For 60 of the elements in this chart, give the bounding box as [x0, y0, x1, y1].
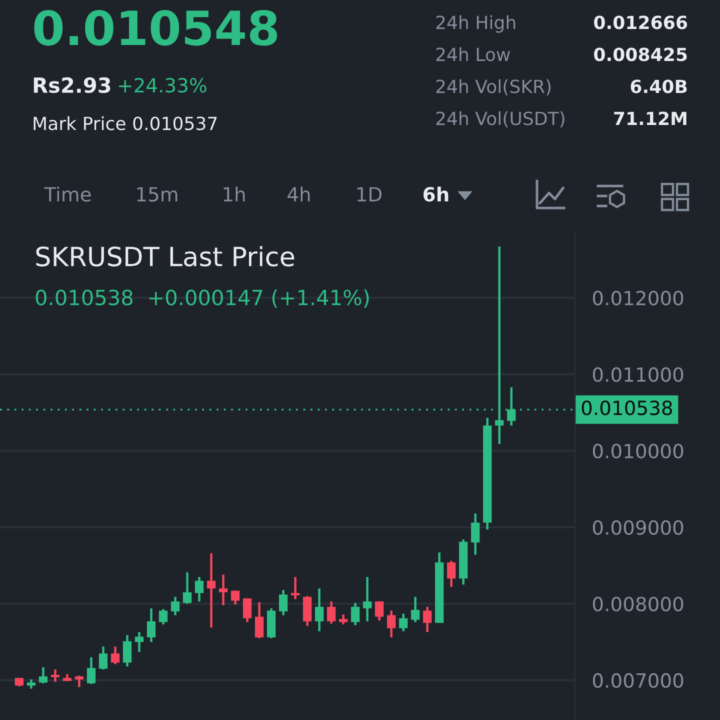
candlestick — [399, 612, 408, 632]
text: 24h Vol(USDT) — [436, 111, 564, 128]
candlestick — [194, 576, 204, 603]
candlestick — [110, 645, 120, 666]
candlestick — [206, 552, 216, 629]
candlestick — [230, 590, 240, 606]
candlestick — [290, 576, 300, 600]
y-tick-label: 0.012000 — [592, 290, 684, 306]
candlestick — [26, 678, 36, 690]
y-tick-label: 0.010000 — [592, 444, 684, 458]
candlestick — [146, 607, 156, 644]
candlestick — [314, 587, 324, 632]
candlestick — [38, 666, 48, 684]
y-tick-label: 0.007000 — [592, 673, 684, 688]
candlestick — [134, 630, 144, 654]
candlestick — [387, 610, 396, 638]
text: 1h — [224, 186, 245, 202]
candlestick — [363, 576, 372, 622]
candlestick — [375, 600, 384, 622]
text: 6.40B — [630, 80, 687, 94]
text: 24h Vol(SKR) — [436, 79, 551, 96]
candlestick — [242, 597, 252, 624]
candlestick — [278, 588, 288, 616]
text: 4h — [288, 186, 310, 202]
candlestick — [86, 656, 96, 686]
candlestick — [411, 596, 420, 624]
candlestick — [326, 600, 336, 625]
candlestick — [423, 606, 432, 634]
candlestick — [74, 674, 84, 688]
y-tick-label: 0.008000 — [592, 596, 684, 612]
ref-line-label: 0.010538 — [582, 400, 672, 416]
candlestick — [495, 245, 504, 445]
y-tick-label: 0.009000 — [592, 520, 684, 535]
text: 0.008425 — [594, 48, 687, 62]
text: 0.010538 +0.000147 (+1.41%) — [36, 289, 369, 308]
candlestick — [182, 571, 192, 605]
candlestick — [471, 512, 480, 556]
text: 71.12M — [614, 112, 686, 125]
candlestick — [339, 613, 348, 626]
text: 1D — [357, 187, 382, 202]
candlestick — [158, 608, 168, 626]
text: 24h Low — [436, 47, 510, 62]
candlestick — [447, 560, 456, 588]
text: 0.010548 — [34, 10, 278, 46]
text: Time — [44, 186, 91, 202]
text: 0.012666 — [594, 16, 688, 30]
candlestick — [170, 596, 180, 616]
text: 15m — [137, 187, 178, 202]
text: Mark Price 0.010537 — [34, 116, 217, 130]
text: +24.33% — [119, 78, 206, 93]
candlestick — [122, 634, 132, 668]
candlestick — [254, 601, 264, 640]
text: 24h High — [436, 15, 516, 33]
candlestick — [218, 574, 228, 606]
text: Rs2.93 — [34, 77, 110, 94]
candlestick — [351, 602, 360, 626]
candlestick — [98, 645, 108, 671]
y-tick-label: 0.011000 — [592, 367, 684, 382]
chart-title: SKRUSDT Last Price — [36, 246, 294, 266]
text: 6h — [424, 186, 448, 202]
